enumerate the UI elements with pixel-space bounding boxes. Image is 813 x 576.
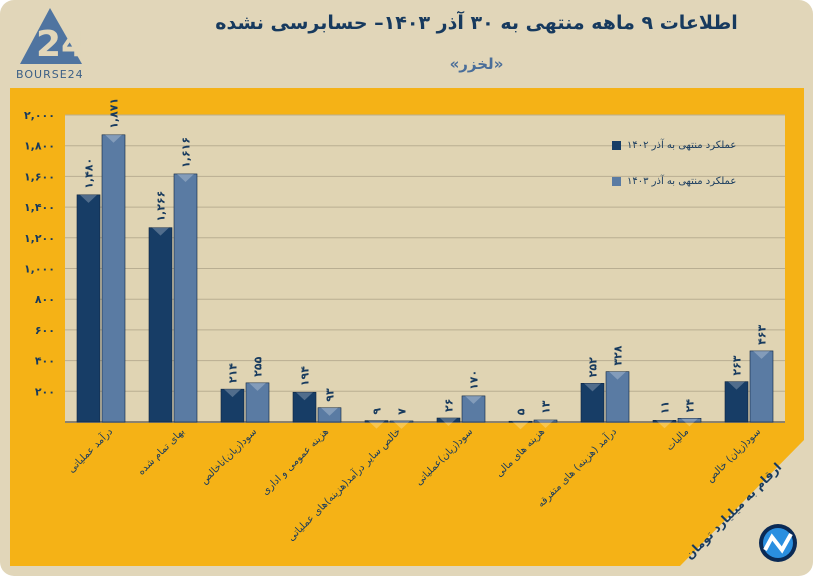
data-label: ۷ bbox=[396, 408, 409, 415]
bar-bevel bbox=[440, 418, 457, 427]
data-label: ۱,۴۸۰ bbox=[83, 158, 96, 189]
data-label: ۱,۸۷۱ bbox=[108, 98, 121, 129]
bar-bevel bbox=[152, 227, 169, 236]
bar-bevel bbox=[105, 134, 122, 143]
bar-bevel bbox=[681, 418, 698, 427]
bar-1402 bbox=[652, 420, 677, 423]
bar-bevel bbox=[368, 420, 385, 429]
legend-item-1402: عملکرد منتهی به آذر ۱۴۰۲ bbox=[612, 135, 736, 155]
data-label: ۴۶۳ bbox=[756, 325, 769, 345]
data-label: ۲۵۲ bbox=[587, 357, 600, 377]
y-tick-label: ۱,۸۰۰ bbox=[24, 140, 55, 153]
bar-bevel bbox=[656, 420, 673, 429]
y-tick-label: ۴۰۰ bbox=[35, 355, 55, 368]
data-label: ۳۲۸ bbox=[612, 345, 625, 365]
data-label: ۲۱۴ bbox=[227, 363, 240, 383]
y-tick-label: ۸۰۰ bbox=[35, 293, 55, 306]
bar-bevel bbox=[296, 392, 313, 401]
legend-label: عملکرد منتهی به آذر ۱۴۰۳ bbox=[627, 175, 737, 187]
company-subtitle: «لخزر» bbox=[449, 55, 504, 73]
data-label: ۹ bbox=[371, 408, 384, 415]
bar-bevel bbox=[584, 383, 601, 392]
legend-swatch bbox=[612, 140, 621, 150]
data-label: ۱,۲۶۶ bbox=[155, 191, 168, 222]
bar-bevel bbox=[224, 389, 241, 398]
logo-text: BOURSE24 bbox=[16, 68, 84, 81]
bar-1403 bbox=[389, 420, 414, 423]
page-title: اطلاعات ۹ ماهه منتهی به ۳۰ آذر ۱۴۰۳– حسا… bbox=[215, 12, 738, 34]
bar-bevel bbox=[537, 420, 554, 429]
bar-bevel bbox=[609, 371, 626, 380]
data-label: ۲۵۵ bbox=[252, 356, 265, 376]
data-label: ۹۳ bbox=[324, 388, 337, 402]
y-tick-label: ۶۰۰ bbox=[35, 324, 55, 337]
y-tick-label: ۱,۶۰۰ bbox=[24, 170, 55, 183]
legend: عملکرد منتهی به آذر ۱۴۰۲ عملکرد منتهی به… bbox=[612, 135, 736, 207]
bar-1402 bbox=[364, 420, 389, 423]
bar-1403 bbox=[461, 395, 486, 423]
bar-1403 bbox=[101, 134, 126, 423]
bar-bevel bbox=[177, 173, 194, 182]
bar-bevel bbox=[393, 420, 410, 429]
data-label: ۱۳ bbox=[540, 400, 553, 414]
bar-1402 bbox=[76, 194, 101, 423]
bar-1403 bbox=[605, 371, 630, 423]
bar-1403 bbox=[533, 419, 558, 423]
data-label: ۵ bbox=[515, 408, 528, 415]
data-label: ۲۶۳ bbox=[731, 355, 744, 375]
y-tick-label: ۲,۰۰۰ bbox=[24, 109, 55, 122]
legend-swatch bbox=[612, 176, 621, 186]
y-tick-label: ۱,۰۰۰ bbox=[24, 263, 55, 276]
bar-bevel bbox=[249, 382, 266, 391]
data-label: ۱۱ bbox=[659, 401, 672, 414]
bar-bevel bbox=[728, 381, 745, 390]
bar-bevel bbox=[512, 421, 529, 430]
bar-1403 bbox=[317, 407, 342, 423]
bar-1402 bbox=[508, 420, 533, 423]
bar-bevel bbox=[753, 350, 770, 359]
y-tick-label: ۱,۲۰۰ bbox=[24, 232, 55, 245]
bar-1403 bbox=[677, 418, 702, 423]
bar-bevel bbox=[465, 395, 482, 404]
data-label: ۱۷۰ bbox=[468, 370, 481, 390]
bar-1403 bbox=[173, 173, 198, 423]
bar-1402 bbox=[580, 383, 605, 423]
svg-text:24: 24 bbox=[36, 24, 86, 65]
bar-1403 bbox=[245, 382, 270, 423]
bar-bevel bbox=[80, 194, 97, 203]
y-tick-label: ۱,۴۰۰ bbox=[24, 201, 55, 214]
bourse24-logo: 24 bbox=[20, 8, 86, 65]
bar-1402 bbox=[148, 227, 173, 423]
bar-bevel bbox=[321, 407, 338, 416]
bar-1402 bbox=[436, 417, 461, 423]
data-label: ۲۴ bbox=[684, 399, 697, 413]
trend-logo-icon bbox=[759, 524, 797, 562]
bar-1402 bbox=[292, 391, 317, 423]
legend-item-1403: عملکرد منتهی به آذر ۱۴۰۳ bbox=[612, 171, 736, 191]
data-label: ۲۶ bbox=[443, 399, 456, 412]
data-label: ۱,۶۱۶ bbox=[180, 137, 193, 168]
bar-1402 bbox=[724, 381, 749, 423]
legend-label: عملکرد منتهی به آذر ۱۴۰۲ bbox=[627, 139, 737, 151]
y-tick-label: ۲۰۰ bbox=[35, 385, 55, 398]
data-label: ۱۹۴ bbox=[299, 366, 312, 386]
bar-1402 bbox=[220, 388, 245, 423]
bar-1403 bbox=[749, 350, 774, 423]
